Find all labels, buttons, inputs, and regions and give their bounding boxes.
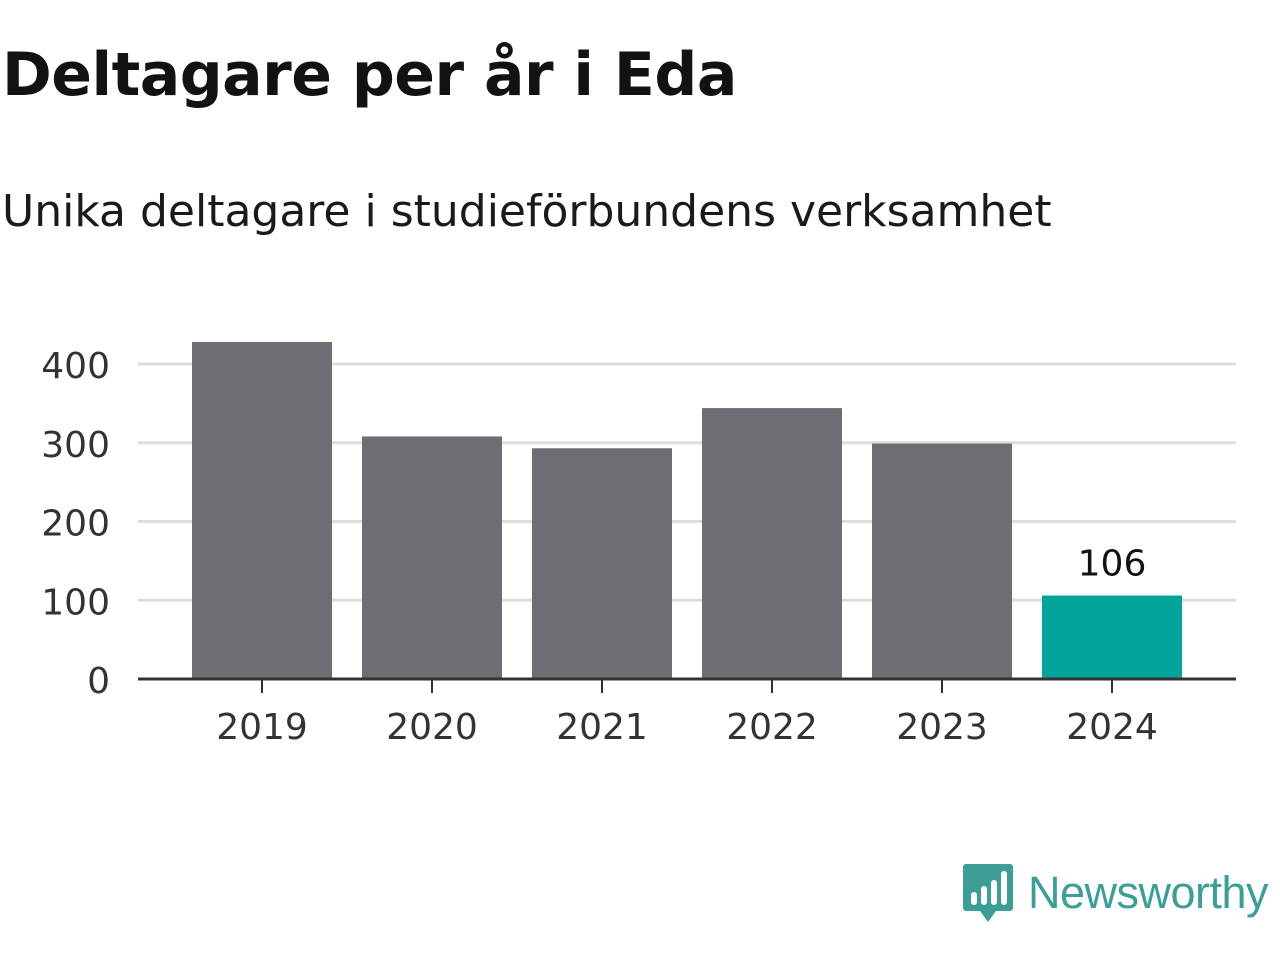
- y-tick-label: 0: [87, 661, 110, 702]
- chart-title: Deltagare per år i Eda: [2, 40, 737, 110]
- x-tick-label: 2022: [726, 707, 818, 748]
- data-labels: 106: [1078, 544, 1147, 585]
- bar-2020: [362, 436, 502, 679]
- data-label: 106: [1078, 544, 1147, 585]
- chart-subtitle: Unika deltagare i studieförbundens verks…: [2, 186, 1052, 237]
- y-tick-label: 400: [41, 346, 110, 387]
- x-tick-label: 2021: [556, 707, 648, 748]
- newsworthy-logo-icon: [963, 864, 1013, 922]
- bar-2021: [532, 448, 672, 679]
- bar-2022: [702, 408, 842, 679]
- brand-name: Newsworthy: [1028, 867, 1269, 918]
- x-tick-label: 2020: [386, 707, 478, 748]
- y-axis-tick-labels: 0 100 200 300 400: [41, 346, 110, 702]
- bar-2024: [1042, 595, 1182, 679]
- brand-logo: Newsworthy: [962, 862, 1269, 924]
- bars: [192, 341, 1182, 679]
- bar-2023: [872, 443, 1012, 679]
- y-tick-label: 200: [41, 504, 110, 545]
- x-tick-label: 2024: [1066, 707, 1158, 748]
- x-tick-label: 2019: [216, 707, 308, 748]
- bar-2019: [192, 341, 332, 679]
- y-tick-label: 300: [41, 425, 110, 466]
- y-tick-label: 100: [41, 582, 110, 623]
- x-axis-tick-labels: 2019 2020 2021 2022 2023 2024: [216, 707, 1158, 748]
- x-axis: [138, 677, 1236, 693]
- x-tick-label: 2023: [896, 707, 988, 748]
